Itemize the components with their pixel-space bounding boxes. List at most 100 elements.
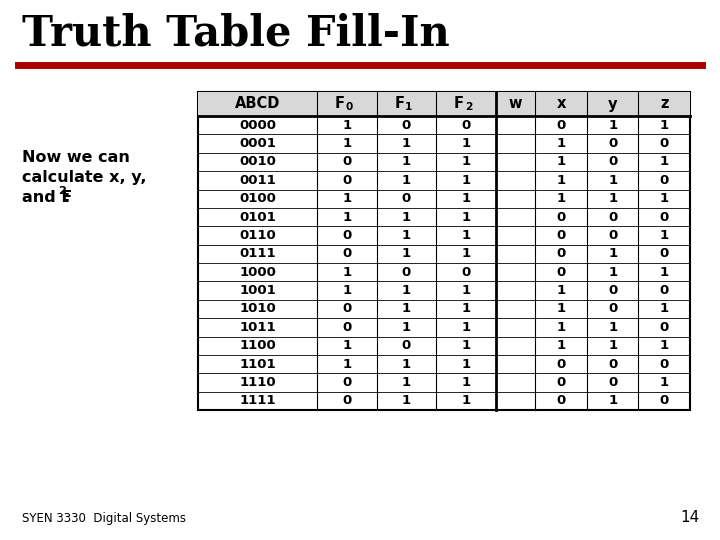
Text: 0: 0 bbox=[608, 302, 617, 315]
Bar bbox=[198, 92, 690, 410]
Text: 0: 0 bbox=[557, 119, 566, 132]
Text: 1: 1 bbox=[608, 266, 617, 279]
Text: 0: 0 bbox=[462, 119, 470, 132]
Text: y: y bbox=[608, 97, 617, 111]
Text: 0101: 0101 bbox=[239, 211, 276, 224]
Text: calculate x, y,: calculate x, y, bbox=[22, 170, 146, 185]
Text: 0: 0 bbox=[342, 247, 351, 260]
Text: 1: 1 bbox=[402, 156, 411, 168]
Text: 0: 0 bbox=[402, 266, 411, 279]
Text: 1: 1 bbox=[402, 211, 411, 224]
Text: 0: 0 bbox=[557, 266, 566, 279]
Text: 1: 1 bbox=[608, 339, 617, 352]
Text: 1: 1 bbox=[462, 302, 470, 315]
Text: z: z bbox=[660, 97, 668, 111]
Text: 1: 1 bbox=[342, 339, 351, 352]
Text: 1: 1 bbox=[660, 266, 669, 279]
Text: 1: 1 bbox=[660, 119, 669, 132]
Text: ABCD: ABCD bbox=[235, 97, 280, 111]
Text: 1: 1 bbox=[342, 137, 351, 150]
Text: 1: 1 bbox=[342, 211, 351, 224]
Text: 0: 0 bbox=[557, 229, 566, 242]
Text: F: F bbox=[335, 96, 345, 111]
Text: 0: 0 bbox=[342, 302, 351, 315]
Text: 1: 1 bbox=[608, 394, 617, 407]
Text: 1: 1 bbox=[660, 192, 669, 205]
Text: 0: 0 bbox=[608, 137, 617, 150]
Text: 2: 2 bbox=[465, 102, 472, 112]
Text: 0: 0 bbox=[342, 376, 351, 389]
Text: 1: 1 bbox=[462, 339, 470, 352]
Text: 1111: 1111 bbox=[239, 394, 276, 407]
Text: 1: 1 bbox=[462, 211, 470, 224]
Text: 1110: 1110 bbox=[239, 376, 276, 389]
Text: 1010: 1010 bbox=[239, 302, 276, 315]
Text: 0: 0 bbox=[342, 174, 351, 187]
Text: 1: 1 bbox=[462, 174, 470, 187]
Text: 0: 0 bbox=[557, 394, 566, 407]
Text: 1: 1 bbox=[557, 192, 566, 205]
Text: 1011: 1011 bbox=[239, 321, 276, 334]
Text: Truth Table Fill-In: Truth Table Fill-In bbox=[22, 12, 450, 54]
Text: 14: 14 bbox=[680, 510, 700, 525]
Text: 0: 0 bbox=[402, 192, 411, 205]
Text: 0: 0 bbox=[608, 284, 617, 297]
Text: 1: 1 bbox=[402, 137, 411, 150]
Text: 1: 1 bbox=[608, 119, 617, 132]
Text: 0: 0 bbox=[660, 357, 669, 370]
Text: and F: and F bbox=[22, 190, 73, 205]
Text: 1: 1 bbox=[462, 137, 470, 150]
Text: 1: 1 bbox=[342, 266, 351, 279]
Text: 1: 1 bbox=[462, 229, 470, 242]
Text: 1: 1 bbox=[402, 394, 411, 407]
Text: 1: 1 bbox=[557, 339, 566, 352]
Text: 0: 0 bbox=[557, 247, 566, 260]
Text: 1: 1 bbox=[462, 357, 470, 370]
Text: 1: 1 bbox=[462, 156, 470, 168]
Text: 0001: 0001 bbox=[239, 137, 276, 150]
Text: 0: 0 bbox=[608, 357, 617, 370]
Text: 1: 1 bbox=[402, 302, 411, 315]
Text: 0: 0 bbox=[660, 211, 669, 224]
Text: 0000: 0000 bbox=[239, 119, 276, 132]
Text: 0: 0 bbox=[660, 247, 669, 260]
Text: 0: 0 bbox=[342, 156, 351, 168]
Text: 1: 1 bbox=[557, 284, 566, 297]
Text: 0100: 0100 bbox=[239, 192, 276, 205]
Text: 0: 0 bbox=[346, 102, 353, 112]
Text: 1: 1 bbox=[557, 174, 566, 187]
Text: 1100: 1100 bbox=[239, 339, 276, 352]
Text: 1: 1 bbox=[608, 174, 617, 187]
Text: 1: 1 bbox=[557, 321, 566, 334]
Text: 1101: 1101 bbox=[239, 357, 276, 370]
Text: 1: 1 bbox=[660, 156, 669, 168]
Text: 1: 1 bbox=[557, 302, 566, 315]
Text: 1: 1 bbox=[462, 376, 470, 389]
Text: 0: 0 bbox=[342, 321, 351, 334]
Text: 1: 1 bbox=[402, 247, 411, 260]
Text: 0: 0 bbox=[660, 284, 669, 297]
Text: 1: 1 bbox=[342, 192, 351, 205]
Text: 0: 0 bbox=[608, 211, 617, 224]
Text: 1: 1 bbox=[462, 284, 470, 297]
Text: 0: 0 bbox=[608, 376, 617, 389]
Text: 1: 1 bbox=[462, 321, 470, 334]
Text: 1: 1 bbox=[660, 376, 669, 389]
Text: 1: 1 bbox=[405, 102, 413, 112]
Text: 1: 1 bbox=[342, 284, 351, 297]
Text: 0010: 0010 bbox=[239, 156, 276, 168]
Text: 0: 0 bbox=[342, 394, 351, 407]
Text: 1: 1 bbox=[660, 229, 669, 242]
Text: 1: 1 bbox=[402, 174, 411, 187]
Text: Now we can: Now we can bbox=[22, 150, 130, 165]
Text: 1: 1 bbox=[608, 247, 617, 260]
Text: 1: 1 bbox=[557, 137, 566, 150]
Text: 0: 0 bbox=[608, 229, 617, 242]
Text: 1: 1 bbox=[402, 321, 411, 334]
Text: 1: 1 bbox=[402, 376, 411, 389]
Text: 1: 1 bbox=[557, 156, 566, 168]
Text: 0: 0 bbox=[557, 376, 566, 389]
Text: 1: 1 bbox=[462, 247, 470, 260]
Text: 0: 0 bbox=[557, 211, 566, 224]
Text: 0: 0 bbox=[402, 119, 411, 132]
